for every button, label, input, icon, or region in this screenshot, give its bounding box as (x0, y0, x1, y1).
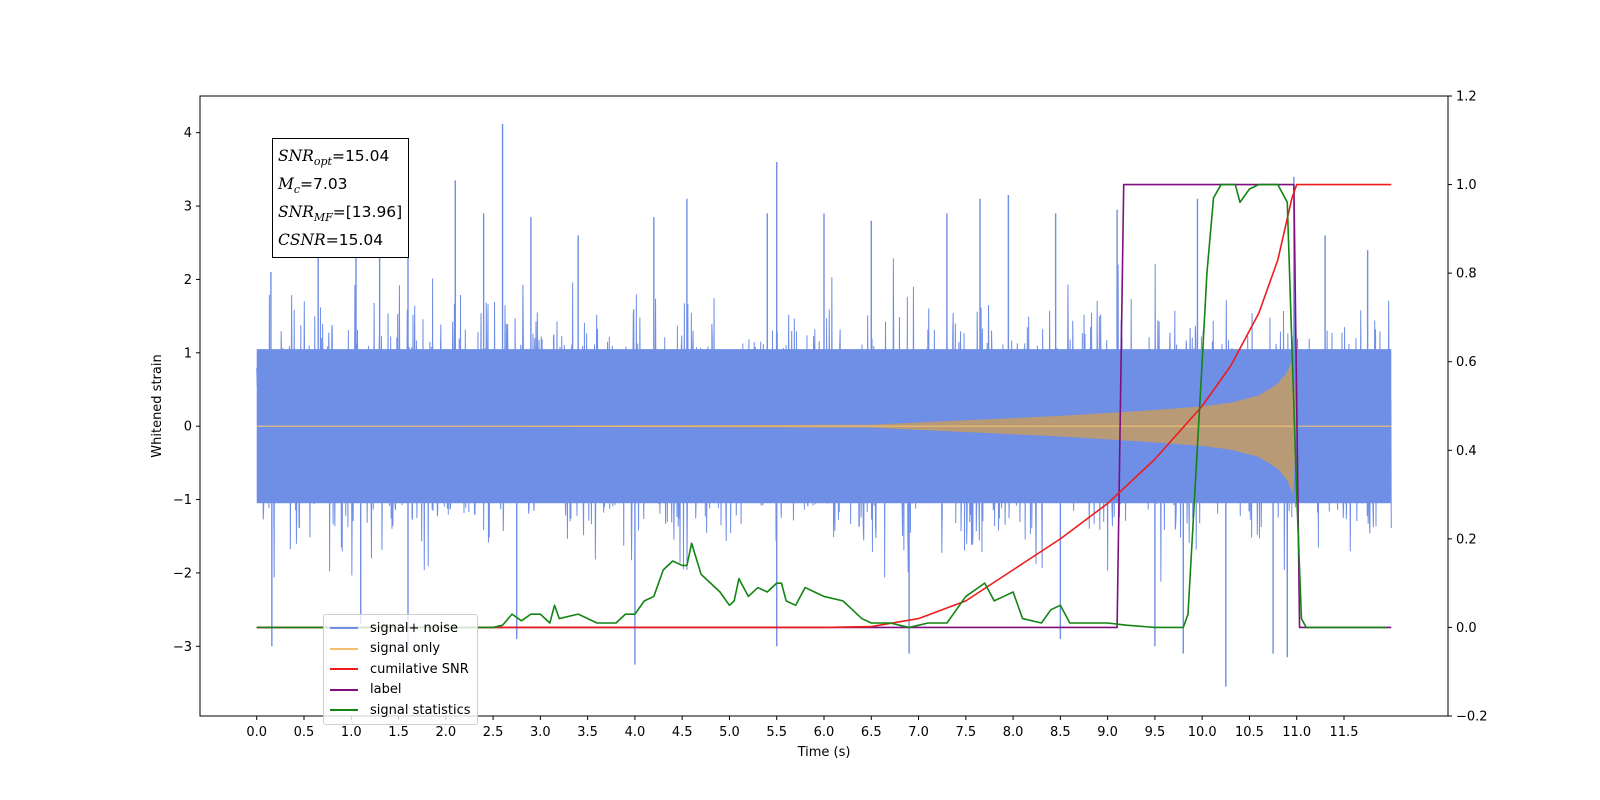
legend-item: cumilative SNR (330, 659, 471, 680)
x-tick-label: 0.5 (294, 725, 315, 740)
legend-swatch (330, 688, 358, 691)
x-tick-label: 10.5 (1235, 725, 1264, 740)
legend-label: label (370, 682, 402, 698)
snr-mf-value: =[13.96] (332, 203, 403, 222)
y-tick-label: −3 (173, 640, 192, 655)
legend-item: label (330, 680, 471, 701)
legend-label: signal+ noise (370, 620, 459, 636)
x-tick-label: 9.0 (1097, 725, 1118, 740)
x-tick-label: 1.5 (388, 725, 409, 740)
x-tick-label: 11.0 (1282, 725, 1311, 740)
y-tick-label: −2 (173, 566, 192, 581)
legend-swatch (330, 647, 358, 650)
x-tick-label: 9.5 (1145, 725, 1166, 740)
x-tick-label: 4.0 (625, 725, 646, 740)
y2-tick-label: 0.6 (1456, 355, 1477, 370)
legend: signal+ noise signal only cumilative SNR… (323, 614, 478, 725)
y-axis-right: −0.2 0.0 0.2 0.4 0.6 0.8 1.0 1.2 (1448, 90, 1488, 725)
x-tick-label: 6.0 (814, 725, 835, 740)
y-tick-label: 3 (184, 200, 192, 215)
x-tick-label: 6.5 (861, 725, 882, 740)
mc-line: Mc=7.03 (278, 175, 348, 197)
y-tick-label: 4 (184, 126, 192, 141)
y2-tick-label: 0.2 (1456, 532, 1477, 547)
x-axis-label: Time (s) (797, 745, 851, 760)
legend-item: signal statistics (330, 700, 471, 721)
x-tick-label: 7.5 (955, 725, 976, 740)
y-tick-label: −1 (173, 493, 192, 508)
csnr-line: CSNR=15.04 (278, 231, 384, 250)
y-tick-label: 1 (184, 346, 192, 361)
signal-only-series (256, 358, 1392, 494)
x-tick-label: 4.5 (672, 725, 693, 740)
snr-mf-line: SNRMF=[13.96] (278, 203, 403, 225)
csnr-value: =15.04 (325, 231, 384, 250)
mc-value: =7.03 (300, 175, 348, 194)
snr-opt-value: =15.04 (331, 147, 390, 165)
legend-swatch (330, 668, 358, 671)
x-tick-label: 10.0 (1188, 725, 1217, 740)
x-tick-label: 8.0 (1003, 725, 1024, 740)
x-tick-label: 5.0 (719, 725, 740, 740)
x-axis: 0.0 0.5 1.0 1.5 2.0 2.5 3.0 3.5 4.0 4.5 5.0 5.5 6.0 6… (246, 716, 1358, 740)
y2-tick-label: 0.4 (1456, 444, 1477, 459)
cumulative-snr-line (256, 183, 1392, 629)
legend-label: cumilative SNR (370, 661, 469, 677)
legend-swatch (330, 709, 358, 712)
x-tick-label: 8.5 (1050, 725, 1071, 740)
snr-opt-line: SNRopt=15.04 (278, 147, 390, 169)
y2-tick-label: 1.2 (1456, 90, 1477, 105)
x-tick-label: 7.0 (908, 725, 929, 740)
x-tick-label: 2.5 (483, 725, 504, 740)
x-tick-label: 3.5 (577, 725, 598, 740)
y-tick-label: 2 (184, 273, 192, 288)
x-tick-label: 2.0 (435, 725, 456, 740)
x-tick-label: 0.0 (246, 725, 267, 740)
x-tick-label: 5.5 (766, 725, 787, 740)
y-axis-label: Whitened strain (150, 354, 165, 457)
legend-item: signal only (330, 639, 471, 660)
x-tick-label: 11.5 (1330, 725, 1359, 740)
y2-tick-label: 0.0 (1456, 621, 1477, 636)
legend-swatch (330, 627, 358, 630)
y2-tick-label: −0.2 (1456, 710, 1488, 725)
x-tick-label: 1.0 (341, 725, 362, 740)
x-tick-label: 3.0 (530, 725, 551, 740)
info-box: SNRopt=15.04 Mc=7.03 SNRMF=[13.96] CSNR=… (272, 138, 410, 259)
right-axis-series (256, 183, 1392, 629)
y2-tick-label: 1.0 (1456, 178, 1477, 193)
legend-label: signal statistics (370, 702, 471, 718)
y-axis-left: −3 −2 −1 0 1 2 3 4 (173, 126, 200, 655)
y-tick-label: 0 (184, 420, 192, 435)
y2-tick-label: 0.8 (1456, 267, 1477, 282)
legend-label: signal only (370, 641, 441, 657)
signal-statistics-line (256, 183, 1387, 629)
legend-item: signal+ noise (330, 618, 471, 639)
